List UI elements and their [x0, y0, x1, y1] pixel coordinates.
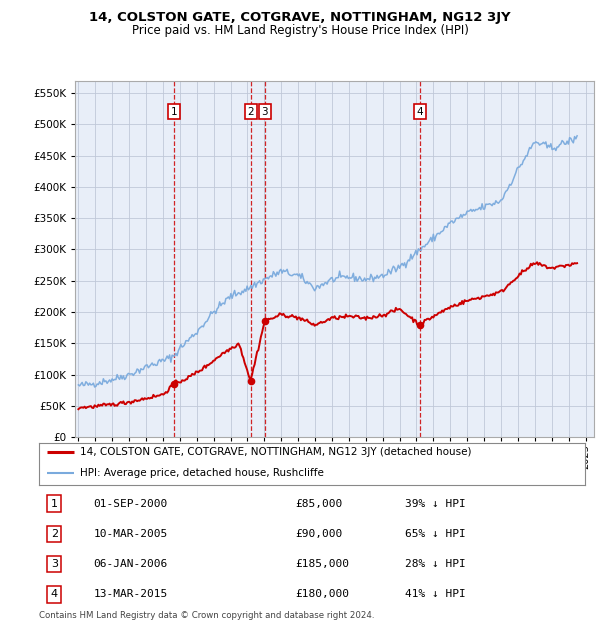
Text: 1: 1	[171, 107, 178, 117]
Text: 3: 3	[262, 107, 268, 117]
Text: £185,000: £185,000	[296, 559, 350, 569]
Text: 10-MAR-2005: 10-MAR-2005	[94, 529, 168, 539]
Text: £85,000: £85,000	[296, 498, 343, 508]
Text: 2: 2	[247, 107, 254, 117]
Text: 65% ↓ HPI: 65% ↓ HPI	[405, 529, 466, 539]
Text: 39% ↓ HPI: 39% ↓ HPI	[405, 498, 466, 508]
Text: HPI: Average price, detached house, Rushcliffe: HPI: Average price, detached house, Rush…	[80, 468, 324, 478]
Text: Price paid vs. HM Land Registry's House Price Index (HPI): Price paid vs. HM Land Registry's House …	[131, 24, 469, 37]
Text: 01-SEP-2000: 01-SEP-2000	[94, 498, 168, 508]
Text: 28% ↓ HPI: 28% ↓ HPI	[405, 559, 466, 569]
Text: £90,000: £90,000	[296, 529, 343, 539]
Text: 06-JAN-2006: 06-JAN-2006	[94, 559, 168, 569]
Text: 3: 3	[51, 559, 58, 569]
Text: 2: 2	[51, 529, 58, 539]
Text: 41% ↓ HPI: 41% ↓ HPI	[405, 590, 466, 600]
Text: 4: 4	[416, 107, 423, 117]
Text: 14, COLSTON GATE, COTGRAVE, NOTTINGHAM, NG12 3JY (detached house): 14, COLSTON GATE, COTGRAVE, NOTTINGHAM, …	[80, 447, 472, 457]
Text: £180,000: £180,000	[296, 590, 350, 600]
Text: 4: 4	[51, 590, 58, 600]
Text: Contains HM Land Registry data © Crown copyright and database right 2024.
This d: Contains HM Land Registry data © Crown c…	[39, 611, 374, 620]
Text: 14, COLSTON GATE, COTGRAVE, NOTTINGHAM, NG12 3JY: 14, COLSTON GATE, COTGRAVE, NOTTINGHAM, …	[89, 11, 511, 24]
Text: 1: 1	[51, 498, 58, 508]
Text: 13-MAR-2015: 13-MAR-2015	[94, 590, 168, 600]
